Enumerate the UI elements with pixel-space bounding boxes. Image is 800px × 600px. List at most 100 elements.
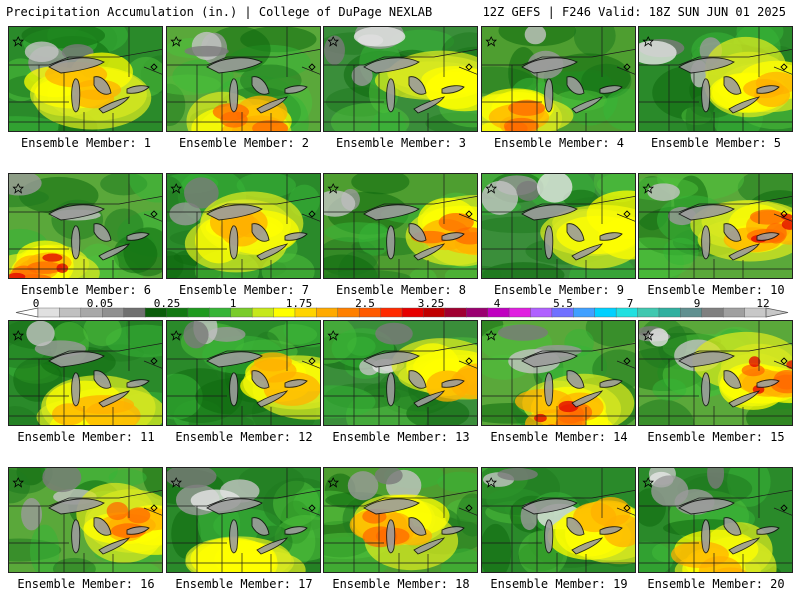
station-marker-icon (170, 477, 182, 488)
precip-map-panel (481, 320, 636, 426)
colorbar-tick-label: 7 (626, 297, 634, 310)
chart-title: Precipitation Accumulation (in.) | Colle… (6, 5, 433, 19)
ensemble-member-label: Ensemble Member: 11 (17, 430, 155, 444)
precip-map-panel (166, 320, 321, 426)
ensemble-member-label: Ensemble Member: 1 (20, 136, 152, 150)
colorbar-tick-label: 3.25 (417, 297, 445, 310)
run-valid-time: 12Z GEFS | F246 Valid: 18Z SUN JUN 01 20… (482, 5, 786, 19)
city-marker-icon (308, 357, 316, 365)
colorbar-tick-label: 1 (229, 297, 237, 310)
station-marker-icon (485, 183, 497, 194)
ensemble-member-label: Ensemble Member: 10 (647, 283, 785, 297)
colorbar-tick-label: 0.05 (86, 297, 114, 310)
precip-map-panel (8, 26, 163, 132)
city-marker-icon (150, 504, 158, 512)
ensemble-member-label: Ensemble Member: 9 (493, 283, 625, 297)
city-marker-icon (150, 210, 158, 218)
ensemble-member-label: Ensemble Member: 6 (20, 283, 152, 297)
colorbar-segment (37, 307, 61, 318)
colorbar-tick-label: 12 (756, 297, 770, 310)
station-marker-icon (327, 36, 339, 47)
colorbar-tick-label: 0 (32, 297, 40, 310)
colorbar-tick-label: 9 (693, 297, 701, 310)
precip-map (324, 321, 477, 425)
precip-map (482, 468, 635, 572)
colorbar-tick-label: 1.75 (285, 297, 313, 310)
ensemble-member-label: Ensemble Member: 7 (178, 283, 310, 297)
precip-map-panel (166, 173, 321, 279)
precip-map-panel (481, 467, 636, 573)
station-marker-icon (170, 36, 182, 47)
city-marker-icon (780, 504, 788, 512)
precip-map (324, 174, 477, 278)
station-marker-icon (642, 330, 654, 341)
station-marker-icon (642, 36, 654, 47)
ensemble-member-label: Ensemble Member: 19 (490, 577, 628, 591)
station-marker-icon (642, 477, 654, 488)
city-marker-icon (465, 504, 473, 512)
precip-map (9, 321, 162, 425)
colorbar-segment (530, 307, 553, 318)
city-marker-icon (150, 357, 158, 365)
city-marker-icon (308, 504, 316, 512)
city-marker-icon (623, 357, 631, 365)
precip-map-panel (323, 320, 478, 426)
city-marker-icon (623, 504, 631, 512)
colorbar-segment (380, 307, 403, 318)
colorbar-segment (466, 307, 489, 318)
colorbar-segment (209, 307, 232, 318)
precip-map-panel (481, 173, 636, 279)
ensemble-member-label: Ensemble Member: 12 (175, 430, 313, 444)
station-marker-icon (327, 477, 339, 488)
precip-map-panel (8, 320, 163, 426)
precip-map-panel (166, 467, 321, 573)
precipitation-colorbar (15, 307, 789, 318)
precip-map (167, 468, 320, 572)
ensemble-member-label: Ensemble Member: 3 (335, 136, 467, 150)
city-marker-icon (780, 63, 788, 71)
station-marker-icon (12, 477, 24, 488)
colorbar-tick-label: 2.5 (355, 297, 375, 310)
city-marker-icon (623, 63, 631, 71)
colorbar-max-arrow (765, 307, 789, 318)
precip-map (9, 468, 162, 572)
city-marker-icon (308, 63, 316, 71)
colorbar-segment (59, 307, 82, 318)
colorbar-segment (637, 307, 660, 318)
colorbar-segment (123, 307, 146, 318)
ensemble-member-label: Ensemble Member: 5 (650, 136, 782, 150)
colorbar-segment (594, 307, 617, 318)
precip-map (482, 27, 635, 131)
ensemble-member-label: Ensemble Member: 8 (335, 283, 467, 297)
station-marker-icon (170, 183, 182, 194)
precip-map-panel (638, 320, 793, 426)
colorbar-segment (187, 307, 210, 318)
precip-map-panel (8, 173, 163, 279)
ensemble-member-label: Ensemble Member: 2 (178, 136, 310, 150)
precip-map-panel (638, 173, 793, 279)
precip-map (167, 174, 320, 278)
precip-map (9, 174, 162, 278)
precip-map (324, 27, 477, 131)
city-marker-icon (308, 210, 316, 218)
precip-map-panel (8, 467, 163, 573)
city-marker-icon (780, 357, 788, 365)
ensemble-member-label: Ensemble Member: 14 (490, 430, 628, 444)
precip-map (639, 174, 792, 278)
ensemble-member-label: Ensemble Member: 18 (332, 577, 470, 591)
colorbar-tick-label: 5.5 (553, 297, 573, 310)
station-marker-icon (485, 330, 497, 341)
city-marker-icon (150, 63, 158, 71)
ensemble-member-label: Ensemble Member: 4 (493, 136, 625, 150)
ensemble-member-label: Ensemble Member: 16 (17, 577, 155, 591)
colorbar-segment (316, 307, 339, 318)
colorbar-segment (444, 307, 467, 318)
precip-map-panel (323, 467, 478, 573)
precip-map (482, 321, 635, 425)
station-marker-icon (12, 36, 24, 47)
precip-map-panel (638, 467, 793, 573)
station-marker-icon (485, 477, 497, 488)
colorbar-segment (722, 307, 746, 318)
city-marker-icon (465, 357, 473, 365)
colorbar-segment (508, 307, 532, 318)
